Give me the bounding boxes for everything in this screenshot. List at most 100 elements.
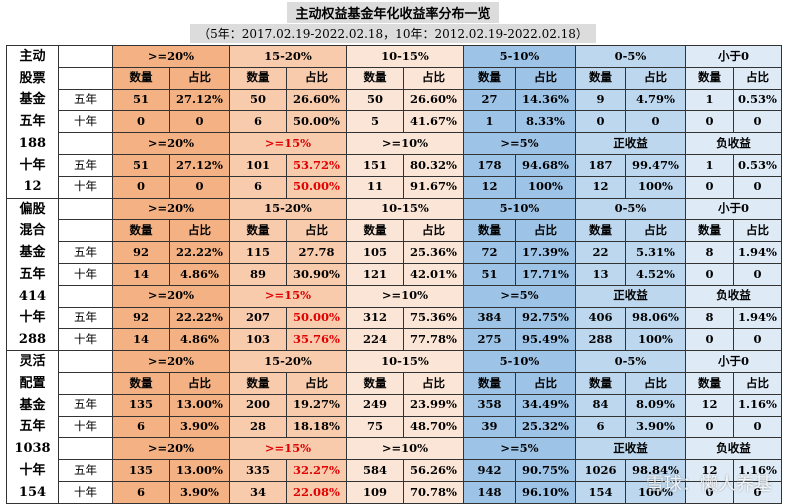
bucket-header: >=5% [463, 437, 577, 461]
fund-category-label: 五年 [6, 263, 59, 286]
fund-category-label: 288 [6, 328, 59, 352]
data-cell: 101 [229, 153, 288, 177]
fund-category-label: 基金 [6, 241, 59, 264]
data-cell: 6 [229, 175, 288, 199]
data-cell: 13.00% [168, 459, 231, 482]
column-subheader: 数量 [575, 219, 627, 243]
bucket-header: 10-15% [346, 197, 465, 221]
data-cell: 8 [685, 241, 735, 264]
data-cell: 584 [346, 459, 405, 482]
column-subheader: 占比 [733, 66, 783, 90]
bucket-header: >=5% [463, 284, 577, 308]
column-subheader: 占比 [515, 371, 577, 395]
table-row: 基金 五年 51 27.12% 50 26.60% 50 26.60% 27 14.36% 9 4.7… [6, 88, 783, 112]
column-subheader: 占比 [625, 66, 687, 90]
page-subtitle: （5年：2017.02.19-2022.02.18，10年：2012.02.19… [190, 24, 596, 43]
table-row: 五年 十年 14 4.86% 89 30.90% 121 42.01% 51 17.71% 13 4.… [6, 262, 783, 286]
data-cell: 92 [112, 241, 170, 264]
column-subheader: 数量 [685, 371, 735, 395]
data-cell: 34.49% [515, 393, 577, 417]
table-row: 288 十年 14 4.86% 103 35.76% 224 77.78% 275 95.49% 2… [6, 328, 783, 352]
data-cell: 56.26% [403, 459, 465, 482]
bucket-header: 小于0 [685, 45, 783, 68]
fund-category-label: 主动 [6, 45, 59, 68]
data-cell: 0 [733, 110, 783, 134]
data-cell: 75 [346, 415, 405, 439]
data-cell: 13.00% [168, 393, 231, 417]
data-cell: 50.00% [286, 175, 348, 199]
data-cell: 77.78% [403, 328, 465, 352]
data-cell: 0 [733, 415, 783, 439]
data-cell: 200 [229, 393, 288, 417]
data-cell: 3.90% [168, 415, 231, 439]
data-cell: 28 [229, 415, 288, 439]
data-cell: 91.67% [403, 175, 465, 199]
table-row: 基金 五年 135 13.00% 200 19.27% 249 23.99% 358 34.49%… [6, 393, 783, 417]
column-subheader: 数量 [229, 219, 288, 243]
data-cell: 1 [463, 110, 517, 134]
page-title: 主动权益基金年化收益率分布一览 [287, 2, 499, 23]
data-cell: 12 [463, 175, 517, 199]
fund-category-label: 12 [6, 176, 59, 199]
bucket-header: >=10% [346, 437, 465, 461]
data-cell: 335 [229, 459, 288, 482]
data-cell: 0 [112, 110, 170, 134]
data-cell: 14.36% [515, 88, 577, 112]
data-cell: 1 [685, 88, 735, 112]
data-cell: 50.00% [286, 110, 348, 134]
blank-cell [58, 45, 113, 68]
data-cell: 6 [112, 415, 170, 439]
period-label: 十年 [58, 328, 113, 352]
data-cell: 17.39% [515, 241, 577, 264]
period-label: 五年 [58, 306, 113, 330]
column-subheader: 数量 [463, 219, 517, 243]
data-cell: 27 [463, 88, 517, 112]
data-cell: 53.72% [286, 153, 348, 177]
blank-cell [58, 197, 113, 221]
table-row: 五年 十年 0 0 6 50.00% 5 41.67% 1 8.33% 0 0 0 0 [6, 110, 783, 134]
column-subheader: 占比 [403, 371, 465, 395]
data-cell: 48.70% [403, 415, 465, 439]
data-cell: 8.09% [625, 393, 687, 417]
blank-cell [58, 66, 113, 90]
data-cell: 1.94% [733, 306, 783, 330]
bucket-header: 负收益 [685, 132, 783, 155]
table-row: 配置 数量 占比 数量 占比 数量 占比 数量 占比 数量 占比 数量 占比 [6, 371, 783, 395]
bucket-header: >=5% [463, 132, 577, 155]
bucket-header: 负收益 [685, 437, 783, 461]
bucket-header: 15-20% [229, 350, 348, 373]
data-cell: 72 [463, 241, 517, 264]
data-cell: 98.84% [625, 459, 687, 482]
bucket-header: 10-15% [346, 350, 465, 373]
column-subheader: 数量 [463, 371, 517, 395]
column-subheader: 占比 [403, 219, 465, 243]
data-cell: 50 [229, 88, 288, 112]
column-subheader: 占比 [733, 219, 783, 243]
data-cell: 0 [168, 110, 231, 134]
period-label: 五年 [58, 241, 113, 264]
fund-category-label: 股票 [6, 67, 59, 90]
data-cell: 95.49% [515, 328, 577, 352]
data-cell: 148 [463, 480, 517, 504]
data-cell: 11 [346, 175, 405, 199]
bucket-header: >=15% [229, 284, 348, 308]
column-subheader: 数量 [685, 219, 735, 243]
data-cell: 6 [229, 110, 288, 134]
title-block: 主动权益基金年化收益率分布一览 （5年：2017.02.19-2022.02.1… [0, 0, 786, 43]
table-row: 1038 >=20% >=15% >=10% >=5% 正收益 负收益 [6, 437, 783, 461]
fund-category-label: 十年 [6, 154, 59, 177]
data-cell: 22 [575, 241, 627, 264]
table-row: 十年 五年 135 13.00% 335 32.27% 584 56.26% 942 90.75%… [6, 459, 783, 482]
table-row: 股票 数量 占比 数量 占比 数量 占比 数量 占比 数量 占比 数量 占比 [6, 66, 783, 90]
column-subheader: 数量 [229, 371, 288, 395]
fund-category-label: 基金 [6, 394, 59, 417]
data-cell: 406 [575, 306, 627, 330]
column-subheader: 数量 [463, 66, 517, 90]
data-cell: 0 [733, 480, 783, 504]
bucket-header: >=15% [229, 132, 348, 155]
column-subheader: 数量 [575, 371, 627, 395]
data-cell: 99.47% [625, 153, 687, 177]
data-cell: 4.86% [168, 262, 231, 286]
bucket-header: >=20% [111, 437, 231, 461]
data-cell: 224 [346, 328, 405, 352]
